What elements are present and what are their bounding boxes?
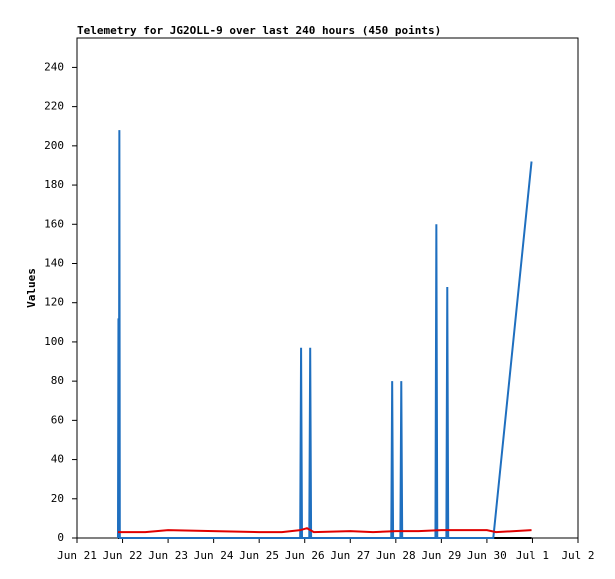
y-tick-label: 40 xyxy=(51,453,64,466)
x-tick-label: Jul 2 xyxy=(561,549,594,562)
x-tick-label: Jun 26 xyxy=(285,549,325,562)
series-line xyxy=(117,527,532,534)
x-tick-label: Jun 27 xyxy=(330,549,370,562)
y-tick-label: 0 xyxy=(57,531,64,544)
y-tick-label: 60 xyxy=(51,413,64,426)
y-tick-label: 20 xyxy=(51,492,64,505)
y-tick-label: 220 xyxy=(44,100,64,113)
x-tick-label: Jun 21 xyxy=(57,549,97,562)
chart-title: Telemetry for JG2OLL-9 over last 240 hou… xyxy=(77,24,441,37)
series-line xyxy=(116,130,533,539)
y-tick-label: 240 xyxy=(44,60,64,73)
y-tick-label: 200 xyxy=(44,139,64,152)
x-tick-label: Jun 29 xyxy=(421,549,461,562)
x-tick-label: Jun 24 xyxy=(194,549,234,562)
plot-frame xyxy=(76,37,579,539)
y-tick-label: 160 xyxy=(44,217,64,230)
y-tick-label: 80 xyxy=(51,374,64,387)
x-tick-label: Jun 30 xyxy=(467,549,507,562)
y-tick-label: 120 xyxy=(44,296,64,309)
y-tick-label: 180 xyxy=(44,178,64,191)
x-tick-label: Jun 25 xyxy=(239,549,279,562)
x-tick-label: Jul 1 xyxy=(516,549,549,562)
x-tick-label: Jun 23 xyxy=(148,549,188,562)
y-tick-label: 140 xyxy=(44,256,64,269)
x-tick-label: Jun 28 xyxy=(376,549,416,562)
x-tick-label: Jun 22 xyxy=(103,549,143,562)
y-axis-label: Values xyxy=(25,268,38,308)
y-tick-label: 100 xyxy=(44,335,64,348)
